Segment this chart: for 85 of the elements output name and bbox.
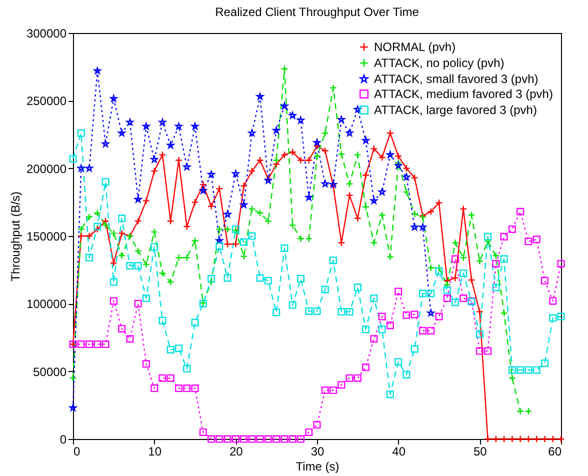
point bbox=[476, 257, 484, 265]
point bbox=[248, 205, 256, 213]
point bbox=[402, 188, 410, 196]
y-tick-label: 0 bbox=[60, 432, 67, 446]
point bbox=[313, 138, 321, 146]
point bbox=[174, 254, 182, 262]
point bbox=[264, 217, 272, 225]
x-tick-label: 40 bbox=[392, 444, 406, 458]
point bbox=[102, 221, 110, 229]
point bbox=[256, 92, 264, 100]
point bbox=[216, 225, 224, 233]
point bbox=[362, 203, 370, 211]
point bbox=[394, 159, 402, 167]
point bbox=[402, 173, 410, 180]
x-tick-label: 50 bbox=[473, 444, 488, 458]
point bbox=[410, 223, 418, 230]
point bbox=[516, 407, 524, 416]
point bbox=[338, 150, 346, 158]
point bbox=[158, 269, 166, 277]
point bbox=[288, 112, 296, 119]
point bbox=[183, 254, 191, 262]
point bbox=[240, 252, 248, 260]
legend-label: ATTACK, no policy (pvh) bbox=[374, 56, 504, 70]
point bbox=[321, 129, 329, 137]
point bbox=[166, 278, 174, 286]
x-tick-label: 60 bbox=[548, 444, 562, 458]
y-tick-label: 250000 bbox=[26, 94, 67, 108]
point bbox=[191, 236, 199, 244]
legend-label: ATTACK, medium favored 3 (pvh) bbox=[374, 87, 553, 101]
point bbox=[410, 210, 418, 218]
x-tick-label: 10 bbox=[148, 444, 162, 458]
point bbox=[354, 151, 362, 159]
point bbox=[378, 211, 386, 219]
point bbox=[313, 152, 321, 160]
point bbox=[280, 65, 288, 73]
legend-label: ATTACK, small favored 3 (pvh) bbox=[374, 72, 538, 86]
point bbox=[338, 116, 346, 123]
y-axis-title: Throughput (B/s) bbox=[8, 191, 22, 282]
point bbox=[69, 404, 77, 412]
x-axis-title: Time (s) bbox=[296, 460, 340, 474]
point bbox=[94, 209, 102, 217]
y-tick-label: 150000 bbox=[26, 230, 67, 244]
point bbox=[77, 225, 85, 233]
x-tick-label: 20 bbox=[229, 444, 244, 458]
x-tick-label: 30 bbox=[310, 444, 324, 458]
point bbox=[296, 234, 304, 242]
point bbox=[386, 253, 394, 261]
chart-title: Realized Client Throughput Over Time bbox=[215, 5, 420, 19]
y-tick-label: 200000 bbox=[26, 162, 67, 176]
point bbox=[150, 228, 158, 236]
point bbox=[346, 180, 354, 188]
point bbox=[524, 407, 532, 416]
point bbox=[134, 247, 142, 255]
point bbox=[288, 221, 296, 229]
legend-label: NORMAL (pvh) bbox=[374, 40, 456, 54]
point bbox=[370, 239, 378, 247]
y-tick-label: 300000 bbox=[26, 26, 67, 40]
point bbox=[224, 225, 232, 233]
y-tick-label: 50000 bbox=[33, 364, 67, 379]
point bbox=[142, 260, 150, 268]
legend-label: ATTACK, large favored 3 (pvh) bbox=[374, 103, 537, 117]
point bbox=[427, 264, 435, 272]
point bbox=[460, 254, 468, 262]
point bbox=[468, 211, 476, 219]
point bbox=[256, 209, 264, 217]
point bbox=[86, 213, 94, 221]
point bbox=[508, 374, 516, 382]
point bbox=[500, 309, 508, 317]
point bbox=[110, 230, 118, 238]
x-tick-label: 0 bbox=[74, 444, 80, 458]
point bbox=[452, 239, 460, 247]
point bbox=[248, 129, 256, 136]
point bbox=[419, 223, 426, 230]
point bbox=[443, 280, 451, 288]
point bbox=[484, 238, 492, 246]
point bbox=[69, 374, 77, 382]
point bbox=[118, 252, 126, 260]
point bbox=[272, 156, 280, 164]
point bbox=[346, 129, 354, 136]
point bbox=[305, 234, 313, 242]
point bbox=[216, 236, 224, 244]
point bbox=[378, 188, 386, 196]
point bbox=[330, 84, 338, 92]
point bbox=[492, 252, 500, 260]
y-tick-label: 100000 bbox=[26, 297, 67, 312]
